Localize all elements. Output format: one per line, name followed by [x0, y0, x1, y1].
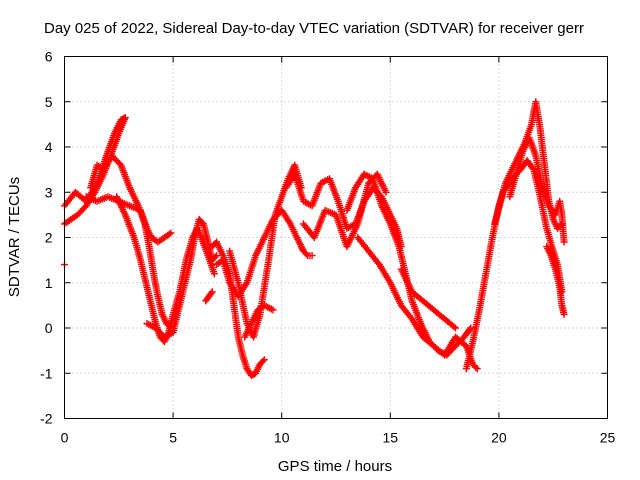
data-point-markers	[299, 170, 390, 251]
data-point-markers	[226, 161, 305, 341]
y-tick-label: 1	[45, 275, 53, 291]
x-tick-label: 5	[169, 430, 177, 446]
data-point-markers	[202, 288, 216, 305]
y-tick-label: 0	[45, 320, 53, 336]
y-tick-label: -2	[40, 411, 53, 427]
series-track-n	[354, 234, 481, 373]
y-axis-title: SDTVAR / TECUs	[6, 177, 23, 297]
data-point-markers	[543, 243, 568, 318]
series-track-r	[506, 134, 568, 246]
x-tick-label: 25	[600, 430, 616, 446]
x-tick-label: 0	[61, 430, 69, 446]
y-tick-label: -1	[40, 365, 53, 381]
series-track-j	[241, 301, 277, 341]
x-tick-label: 10	[274, 430, 290, 446]
y-tick-label: 3	[45, 184, 53, 200]
y-tick-label: 5	[45, 94, 53, 110]
x-tick-label: 20	[491, 430, 507, 446]
x-tick-label: 15	[383, 430, 399, 446]
y-tick-label: 4	[45, 139, 53, 155]
y-tick-label: 2	[45, 230, 53, 246]
grid-lines	[64, 56, 608, 419]
series-track-s	[543, 243, 568, 318]
series-track-l	[299, 170, 390, 251]
axis-ticks: 0 5 10 15 20 25 -2 -1 0 1 2 3 4 5 6	[40, 49, 615, 446]
data-point-markers	[354, 234, 481, 373]
data-point-markers	[397, 265, 459, 332]
series-track-f	[202, 288, 216, 305]
series-track-i	[226, 161, 305, 341]
data-point-markers	[506, 134, 568, 246]
data-point-markers	[241, 301, 277, 341]
chart-title: Day 025 of 2022, Sidereal Day-to-day VTE…	[44, 20, 584, 37]
y-tick-label: 6	[45, 49, 53, 65]
x-axis-title: GPS time / hours	[278, 458, 392, 475]
series-track-o	[397, 265, 459, 332]
